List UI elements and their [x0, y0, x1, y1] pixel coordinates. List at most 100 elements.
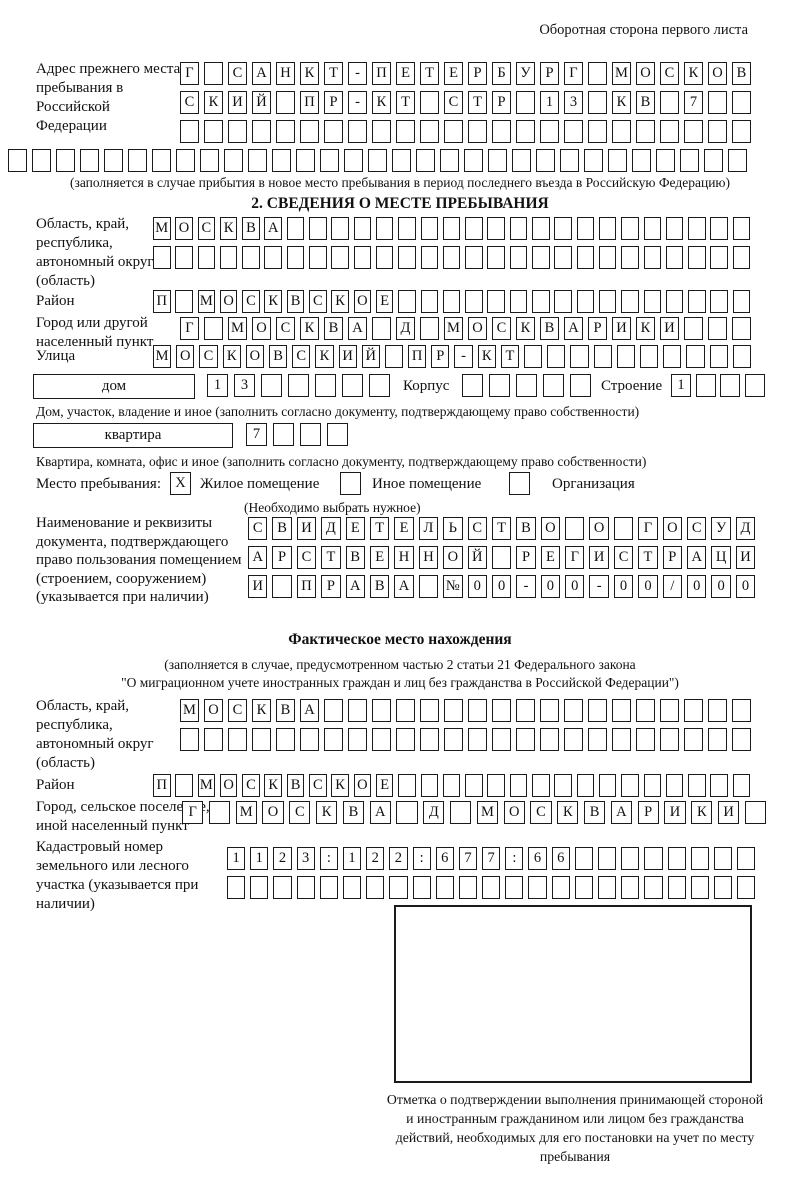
- char-cell[interactable]: [686, 345, 705, 368]
- char-cell[interactable]: М: [612, 62, 631, 85]
- char-cell[interactable]: 7: [458, 847, 478, 870]
- char-cell[interactable]: Т: [369, 517, 390, 540]
- char-cell[interactable]: В: [345, 546, 365, 569]
- char-cell[interactable]: [389, 876, 408, 899]
- char-cell[interactable]: [80, 149, 99, 172]
- char-cell[interactable]: [554, 217, 572, 240]
- char-cell[interactable]: [176, 149, 195, 172]
- char-cell[interactable]: Й: [467, 546, 487, 569]
- char-cell[interactable]: Р: [540, 62, 559, 85]
- char-cell[interactable]: Т: [638, 546, 658, 569]
- char-cell[interactable]: Т: [324, 62, 343, 85]
- char-cell[interactable]: [621, 774, 639, 797]
- char-cell[interactable]: Ц: [711, 546, 731, 569]
- char-cell[interactable]: [420, 217, 439, 240]
- char-cell[interactable]: [710, 217, 728, 240]
- char-cell[interactable]: А: [264, 217, 282, 240]
- char-cell[interactable]: Г: [564, 62, 583, 85]
- char-cell[interactable]: [200, 149, 219, 172]
- char-cell[interactable]: [208, 801, 231, 824]
- char-cell[interactable]: [574, 847, 593, 870]
- char-cell[interactable]: [710, 774, 728, 797]
- char-cell[interactable]: [197, 246, 216, 269]
- char-cell[interactable]: К: [372, 91, 391, 114]
- char-cell[interactable]: В: [276, 699, 295, 722]
- char-cell[interactable]: [372, 120, 391, 143]
- char-cell[interactable]: [713, 847, 733, 870]
- char-cell[interactable]: 7: [684, 91, 703, 114]
- char-cell[interactable]: [639, 345, 659, 368]
- char-cell[interactable]: К: [331, 290, 349, 313]
- char-cell[interactable]: С: [242, 774, 260, 797]
- char-cell[interactable]: [442, 217, 461, 240]
- char-cell[interactable]: С: [687, 517, 707, 540]
- char-cell[interactable]: [720, 374, 740, 397]
- char-cell[interactable]: [621, 217, 639, 240]
- char-cell[interactable]: [412, 876, 431, 899]
- char-cell[interactable]: А: [348, 317, 367, 340]
- char-cell[interactable]: А: [687, 546, 707, 569]
- char-cell[interactable]: [636, 728, 655, 751]
- char-cell[interactable]: [688, 217, 706, 240]
- char-cell[interactable]: [309, 217, 327, 240]
- char-cell[interactable]: [688, 246, 706, 269]
- char-cell[interactable]: [344, 149, 363, 172]
- char-cell[interactable]: [327, 423, 348, 446]
- char-cell[interactable]: [465, 246, 483, 269]
- char-cell[interactable]: [532, 246, 550, 269]
- char-cell[interactable]: [667, 847, 686, 870]
- checkbox-residential[interactable]: X: [170, 472, 191, 495]
- char-cell[interactable]: М: [180, 699, 199, 722]
- char-cell[interactable]: [224, 149, 243, 172]
- char-cell[interactable]: [710, 290, 728, 313]
- char-cell[interactable]: [528, 876, 547, 899]
- char-cell[interactable]: И: [296, 517, 317, 540]
- char-cell[interactable]: Т: [321, 546, 341, 569]
- char-cell[interactable]: М: [153, 217, 171, 240]
- char-cell[interactable]: И: [228, 91, 247, 114]
- char-cell[interactable]: [512, 149, 531, 172]
- char-cell[interactable]: [688, 290, 706, 313]
- char-cell[interactable]: [300, 120, 319, 143]
- char-cell[interactable]: [576, 246, 595, 269]
- char-cell[interactable]: И: [589, 546, 609, 569]
- char-cell[interactable]: [632, 149, 651, 172]
- char-cell[interactable]: [713, 876, 733, 899]
- char-cell[interactable]: И: [717, 801, 740, 824]
- char-cell[interactable]: [286, 217, 305, 240]
- char-cell[interactable]: В: [540, 317, 559, 340]
- char-cell[interactable]: Д: [423, 801, 445, 824]
- char-cell[interactable]: О: [636, 62, 655, 85]
- char-cell[interactable]: [608, 149, 627, 172]
- char-cell[interactable]: [636, 120, 655, 143]
- char-cell[interactable]: Й: [361, 345, 380, 368]
- char-cell[interactable]: К: [315, 345, 334, 368]
- char-cell[interactable]: [420, 317, 439, 340]
- char-cell[interactable]: [272, 149, 291, 172]
- char-cell[interactable]: [309, 246, 327, 269]
- char-cell[interactable]: В: [516, 517, 536, 540]
- char-cell[interactable]: М: [235, 801, 257, 824]
- char-cell[interactable]: [276, 728, 295, 751]
- char-cell[interactable]: [242, 246, 260, 269]
- char-cell[interactable]: [708, 728, 727, 751]
- char-cell[interactable]: [440, 149, 459, 172]
- char-cell[interactable]: О: [176, 345, 195, 368]
- checkbox-other-premises[interactable]: [340, 472, 361, 495]
- char-cell[interactable]: [598, 217, 617, 240]
- char-cell[interactable]: [684, 699, 703, 722]
- char-cell[interactable]: П: [153, 290, 171, 313]
- char-cell[interactable]: Р: [321, 575, 341, 598]
- char-cell[interactable]: [398, 246, 416, 269]
- char-cell[interactable]: :: [505, 847, 524, 870]
- char-cell[interactable]: [744, 801, 767, 824]
- char-cell[interactable]: 7: [246, 423, 267, 446]
- char-cell[interactable]: :: [319, 847, 338, 870]
- char-cell[interactable]: [690, 876, 709, 899]
- char-cell[interactable]: [690, 847, 709, 870]
- char-cell[interactable]: Д: [396, 317, 415, 340]
- char-cell[interactable]: В: [268, 345, 288, 368]
- char-cell[interactable]: -: [589, 575, 609, 598]
- char-cell[interactable]: Р: [431, 345, 450, 368]
- char-cell[interactable]: К: [691, 801, 713, 824]
